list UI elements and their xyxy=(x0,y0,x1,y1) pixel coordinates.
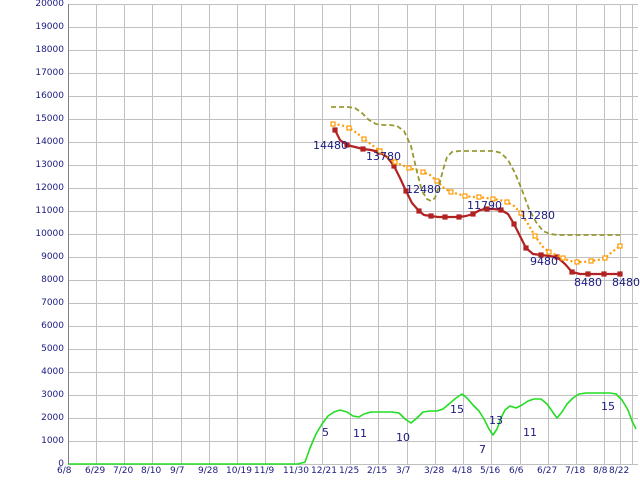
x-tick-label: 7/20 xyxy=(113,466,134,476)
y-tick-label: 20000 xyxy=(35,0,64,9)
x-tick-label: 8/22 xyxy=(609,466,630,476)
data-point-label: 8480 xyxy=(612,276,640,289)
x-tick-label: 6/27 xyxy=(537,466,558,476)
data-point-label: 11280 xyxy=(520,209,555,222)
y-tick-label: 0 xyxy=(58,459,64,469)
data-point-label: 9480 xyxy=(530,255,558,268)
data-point-label: 8480 xyxy=(574,276,602,289)
volume-point-label: 15 xyxy=(450,403,464,416)
x-tick-label: 4/18 xyxy=(452,466,473,476)
y-tick-label: 11000 xyxy=(35,206,64,216)
y-tick-label: 6000 xyxy=(41,321,64,331)
data-point-label: 13780 xyxy=(366,150,401,163)
y-tick-label: 15000 xyxy=(35,114,64,124)
x-tick-label: 11/9 xyxy=(254,466,275,476)
y-tick-label: 4000 xyxy=(41,367,64,377)
y-tick-label: 7000 xyxy=(41,298,64,308)
y-tick-label: 14000 xyxy=(35,137,64,147)
y-tick-label: 9000 xyxy=(41,252,64,262)
volume-point-label: 10 xyxy=(396,431,410,444)
y-tick-label: 5000 xyxy=(41,344,64,354)
grid-layer xyxy=(68,4,638,465)
x-tick-label: 3/7 xyxy=(396,466,411,476)
y-tick-label: 10000 xyxy=(35,229,64,239)
series-series_volume xyxy=(68,392,637,465)
y-tick-label: 8000 xyxy=(41,275,64,285)
y-tick-label: 1000 xyxy=(41,436,64,446)
x-tick-label: 1/25 xyxy=(339,466,360,476)
x-tick-label: 6/6 xyxy=(509,466,524,476)
volume-point-label: 15 xyxy=(601,400,615,413)
volume-point-label: 7 xyxy=(479,443,486,456)
x-tick-label: 3/28 xyxy=(424,466,445,476)
y-tick-label: 17000 xyxy=(35,68,64,78)
x-tick-label: 10/19 xyxy=(226,466,252,476)
volume-point-label: 11 xyxy=(523,426,537,439)
volume-point-label: 13 xyxy=(489,414,503,427)
y-tick-label: 12000 xyxy=(35,183,64,193)
x-tick-label: 7/18 xyxy=(565,466,586,476)
x-tick-label: 2/15 xyxy=(367,466,388,476)
volume-point-label: 5 xyxy=(322,426,329,439)
volume-point-label: 11 xyxy=(353,427,367,440)
x-tick-label: 9/28 xyxy=(198,466,219,476)
y-tick-label: 13000 xyxy=(35,160,64,170)
x-tick-label: 12/21 xyxy=(311,466,337,476)
x-tick-label: 5/16 xyxy=(480,466,501,476)
y-tick-label: 18000 xyxy=(35,45,64,55)
x-tick-label: 8/8 xyxy=(593,466,608,476)
y-tick-label: 19000 xyxy=(35,22,64,32)
y-tick-label: 3000 xyxy=(41,390,64,400)
data-point-label: 14480 xyxy=(313,139,348,152)
x-tick-label: 9/7 xyxy=(170,466,185,476)
series-layer xyxy=(68,106,637,465)
x-tick-label: 6/29 xyxy=(85,466,106,476)
x-tick-label: 8/10 xyxy=(141,466,162,476)
series-series_secondary xyxy=(330,121,623,265)
y-tick-label: 2000 xyxy=(41,413,64,423)
data-point-label: 12480 xyxy=(406,183,441,196)
x-tick-label: 6/8 xyxy=(57,466,72,476)
y-tick-label: 16000 xyxy=(35,91,64,101)
series-series_tertiary xyxy=(331,106,620,236)
x-tick-label: 11/30 xyxy=(283,466,309,476)
data-point-label: 11790 xyxy=(467,199,502,212)
